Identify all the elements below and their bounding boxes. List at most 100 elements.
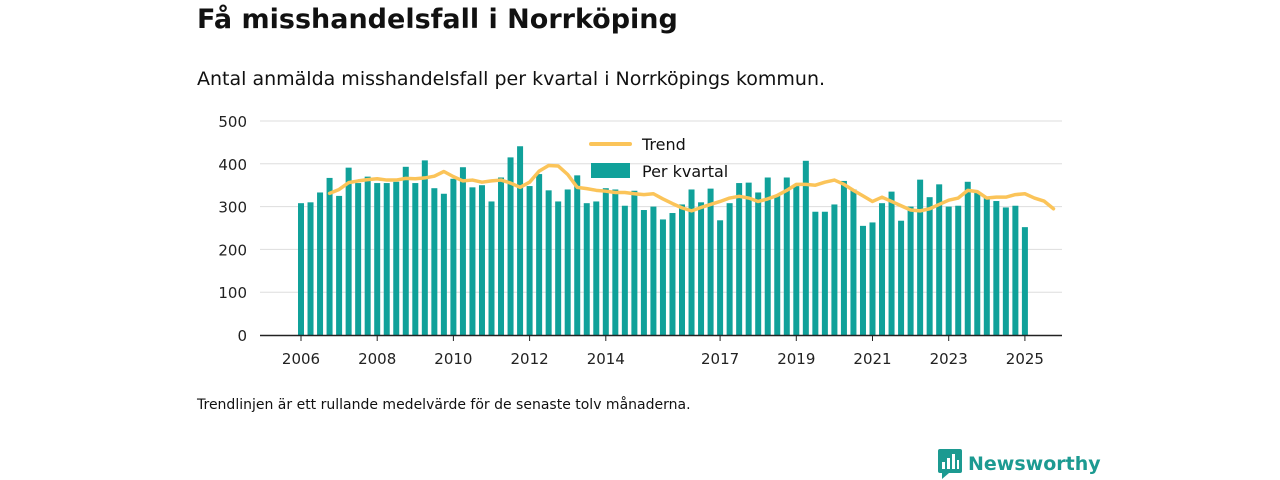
bar: [888, 191, 895, 335]
chart-subtitle: Antal anmälda misshandelsfall per kvarta…: [197, 68, 826, 90]
bar: [650, 206, 657, 335]
x-tick-label: 2021: [853, 350, 891, 368]
legend: Trend Per kvartal: [589, 135, 728, 181]
bar: [736, 183, 743, 335]
bar: [679, 204, 685, 335]
bar: [336, 195, 343, 335]
bar: [478, 185, 485, 335]
bar: [317, 192, 324, 335]
bar: [421, 160, 428, 335]
bar: [402, 166, 409, 335]
bar: [631, 190, 638, 335]
bar: [726, 203, 733, 335]
bar: [917, 179, 924, 335]
bar: [764, 177, 771, 335]
bar: [1021, 227, 1028, 335]
bar: [688, 189, 695, 335]
bar: [812, 211, 819, 335]
footnote: Trendlinjen är ett rullande medelvärde f…: [197, 397, 691, 413]
bar: [383, 183, 390, 335]
bar: [793, 186, 800, 335]
bar: [821, 211, 828, 335]
y-tick-label: 300: [218, 199, 247, 217]
y-tick-label: 0: [237, 327, 247, 345]
bar: [526, 186, 533, 335]
bar: [555, 201, 562, 335]
trend-line: [327, 163, 1056, 213]
bar: [326, 177, 333, 335]
y-tick-label: 100: [218, 284, 247, 302]
bar: [669, 213, 676, 335]
bar: [612, 189, 619, 335]
bar: [831, 204, 838, 335]
bar: [459, 167, 466, 335]
bar: [374, 183, 381, 335]
trend-series: [327, 163, 1056, 213]
bar: [393, 181, 400, 335]
bar: [536, 174, 543, 335]
bar: [974, 191, 981, 335]
bar: [850, 189, 857, 335]
bar: [364, 176, 371, 335]
x-tick-label: 2019: [777, 350, 815, 368]
chart-title: Få misshandelsfall i Norrköping: [197, 4, 678, 35]
bar: [469, 187, 476, 335]
x-tick-label: 2017: [701, 350, 739, 368]
x-tick-label: 2014: [587, 350, 625, 368]
bar: [1002, 207, 1009, 335]
bar: [840, 180, 847, 335]
legend-bar-swatch: [591, 163, 630, 178]
bar: [545, 190, 552, 335]
bar: [698, 202, 705, 335]
bar: [307, 202, 314, 335]
bar: [993, 201, 1000, 335]
x-tick-label: 2008: [358, 350, 396, 368]
legend-bar-label: Per kvartal: [642, 162, 728, 181]
bar: [564, 189, 571, 335]
bar: [488, 201, 495, 335]
y-tick-label: 500: [218, 113, 247, 131]
bar: [926, 197, 933, 335]
bar: [1012, 205, 1019, 335]
y-tick-label: 400: [218, 156, 247, 174]
bar: [964, 181, 971, 335]
bar: [355, 183, 362, 335]
legend-trend-label: Trend: [641, 135, 686, 154]
bar: [583, 203, 590, 335]
x-tick-label: 2023: [930, 350, 968, 368]
bar: [907, 206, 914, 335]
bar: [898, 220, 905, 335]
bar: [707, 188, 714, 335]
axes: 0 100 200 300 400 500 2006 2008 2010 2012 2014 2017…: [218, 113, 1062, 368]
bar: [983, 197, 990, 335]
x-tick-label: 2010: [434, 350, 472, 368]
bar: [517, 146, 524, 335]
bar: [431, 188, 438, 335]
bar: [440, 193, 447, 335]
bar: [345, 167, 352, 335]
brand-logo[interactable]: Newsworthy: [938, 449, 1101, 479]
bar: [412, 183, 419, 335]
x-tick-label: 2025: [1006, 350, 1044, 368]
bar: [936, 184, 943, 335]
brand-name: Newsworthy: [968, 453, 1101, 475]
bar: [745, 182, 752, 335]
bar: [298, 203, 304, 335]
bar: [755, 192, 762, 335]
bar: [659, 219, 666, 335]
bar: [602, 188, 609, 335]
bar: [869, 222, 876, 335]
bar: [507, 157, 514, 335]
x-tick-label: 2012: [511, 350, 549, 368]
bar: [621, 205, 628, 335]
bar: [593, 201, 600, 335]
y-tick-label: 200: [218, 241, 247, 259]
bar: [859, 225, 866, 335]
bar: [717, 220, 724, 335]
x-tick-label: 2006: [282, 350, 320, 368]
bar-series: [298, 146, 1028, 335]
bar: [574, 175, 581, 335]
bar: [802, 160, 809, 335]
bar: [945, 206, 952, 335]
